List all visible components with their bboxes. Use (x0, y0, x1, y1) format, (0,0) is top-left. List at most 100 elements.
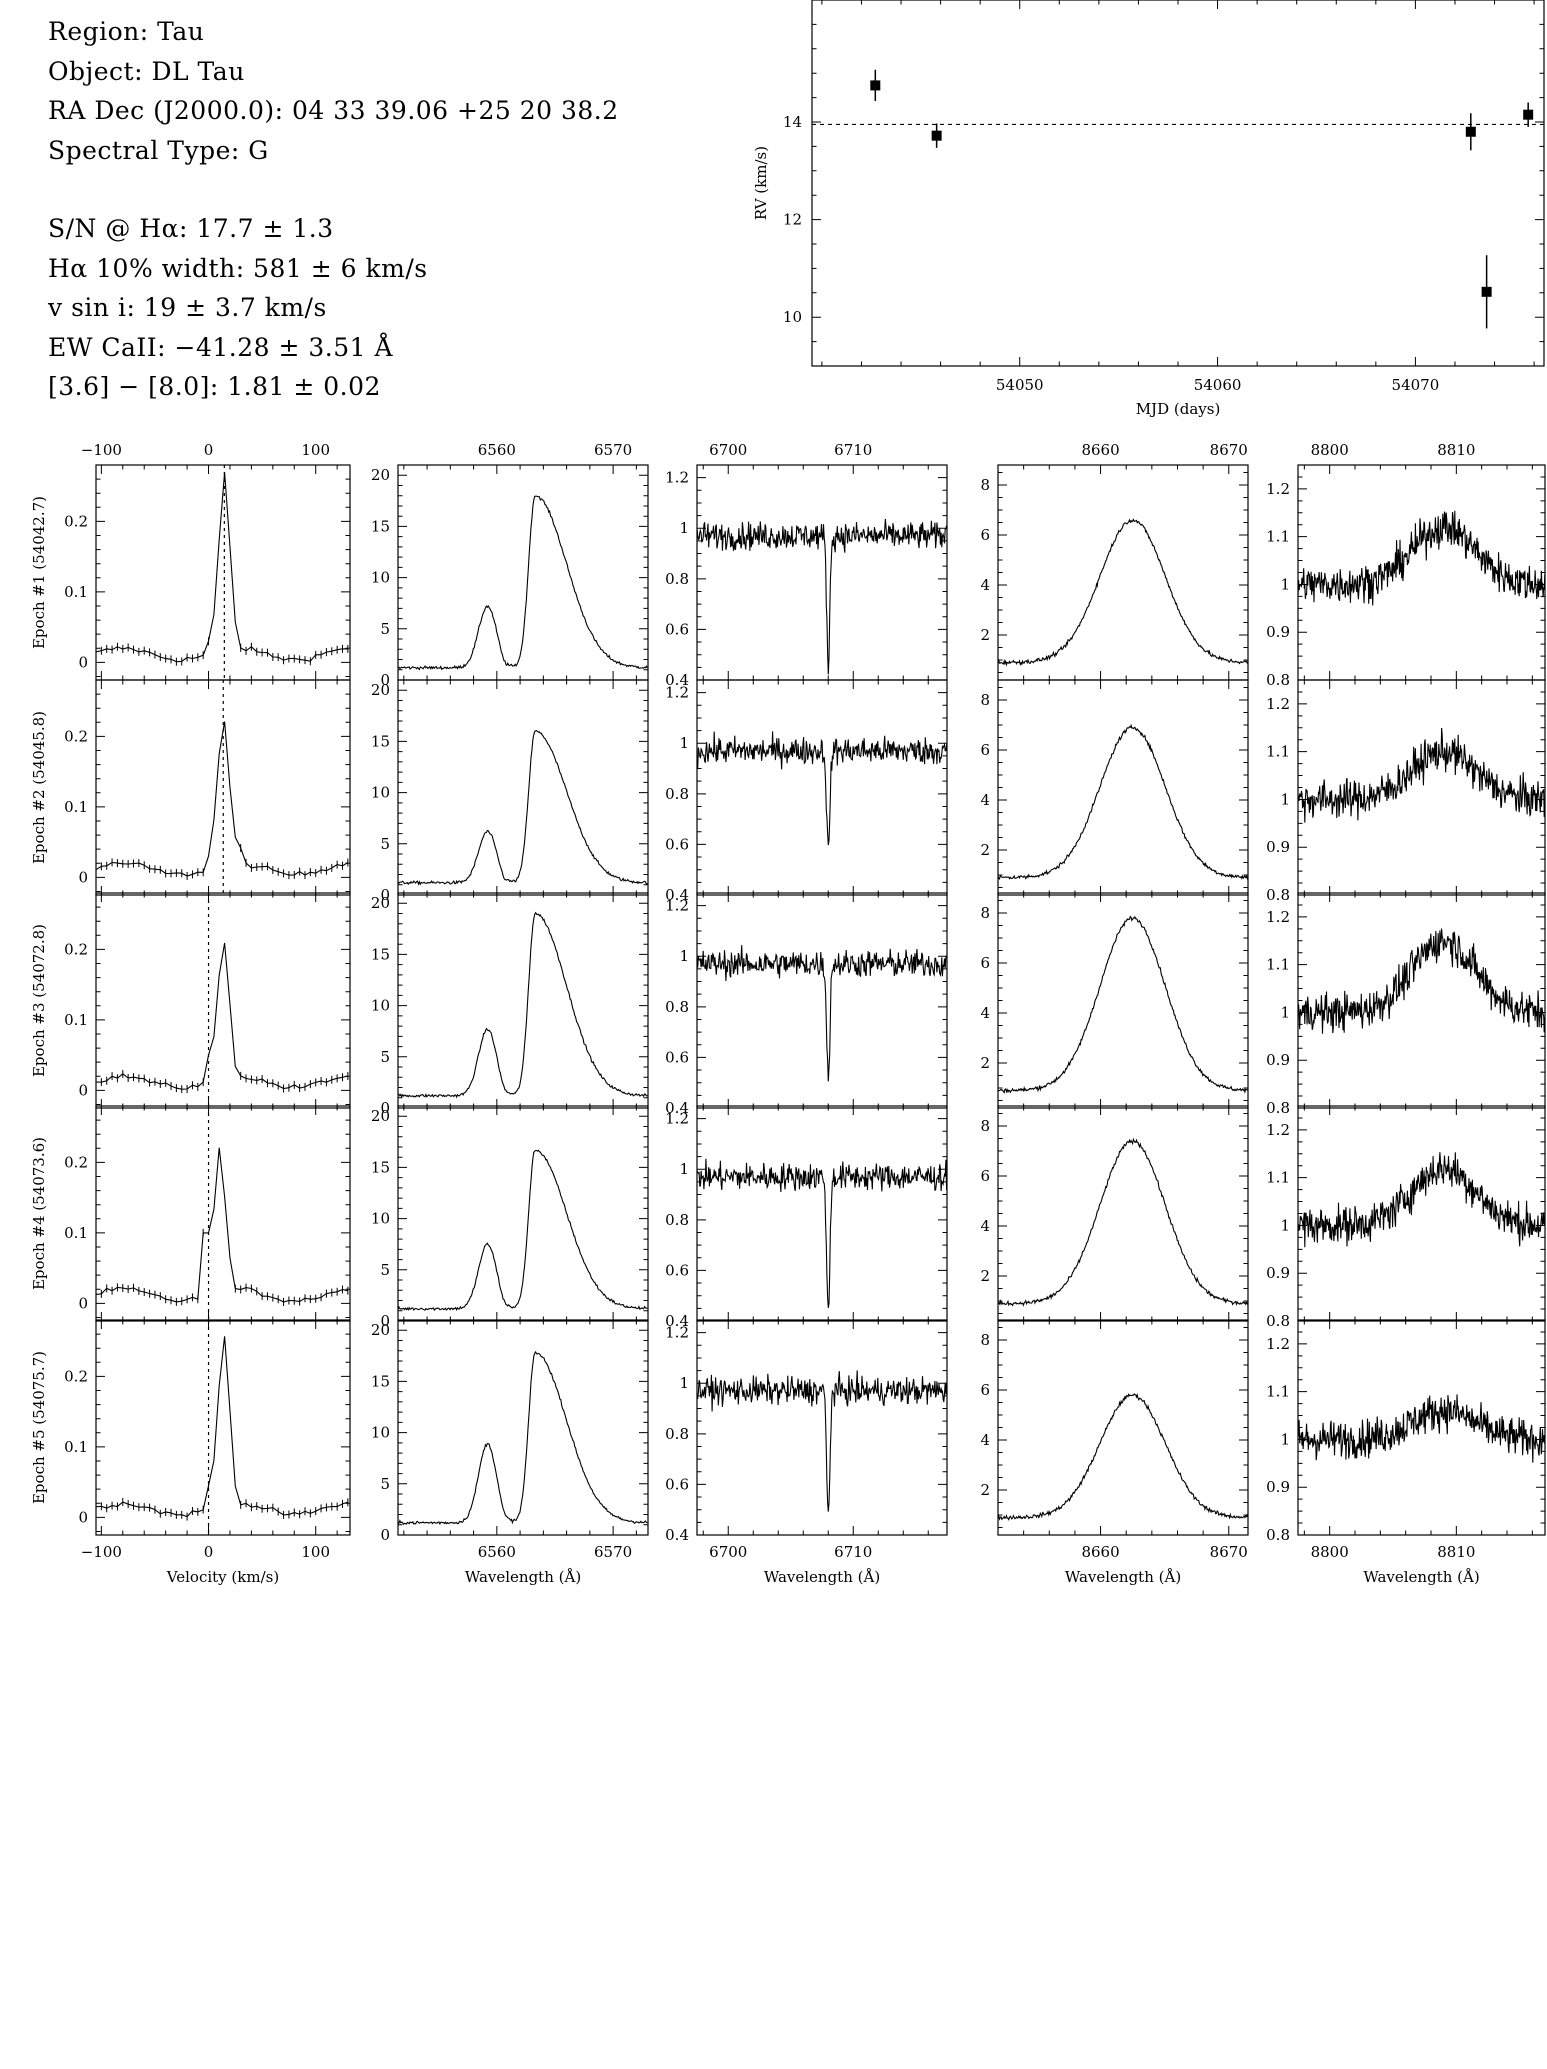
spectrum-y-tick-label: 0.1 (64, 1224, 88, 1242)
spectrum-y-tick-label: 5 (380, 1475, 390, 1493)
rv-point (931, 130, 942, 141)
spectrum-y-tick-label: 5 (380, 1048, 390, 1066)
spectrum-series-c2-r5 (397, 1350, 648, 1526)
ccf-error-ticks (95, 1069, 349, 1094)
spectrum-series-c3-r3 (696, 945, 948, 1082)
spectrum-y-tick-label: 0.1 (64, 798, 88, 816)
spectrum-frame-c4-r1 (997, 464, 1249, 681)
spectrum-y-tick-label: 0.4 (665, 886, 689, 904)
spectrum-y-tick-label: 10 (371, 784, 390, 802)
spectrum-y-tick-label: 1 (1280, 1003, 1290, 1021)
tick-path (398, 464, 648, 681)
spectrum-series-c1-r4 (95, 1147, 349, 1303)
spectrum-top-tick-label: 8810 (1437, 441, 1475, 459)
tick-path (997, 1106, 1248, 1321)
spectrum-y-tick-label: 0.1 (64, 583, 88, 601)
spectrum-series-c2-r2 (397, 729, 648, 886)
spectrum-series-c3-r5 (697, 1370, 948, 1512)
spectrum-top-tick-label: 0 (204, 441, 214, 459)
spectrum-y-tick-label: 0.8 (665, 570, 689, 588)
spectrum-x-tick-label: 0 (204, 1543, 214, 1561)
tick-marks (1298, 1105, 1545, 1321)
spectrum-y-tick-label: 0.8 (665, 998, 689, 1016)
rv-x-tick-label: 54060 (1194, 376, 1242, 394)
spectrum-y-tick-label: 15 (371, 1372, 390, 1390)
spectrum-frame-c4-r5 (997, 1319, 1249, 1536)
spectrum-y-tick-label: 0.2 (64, 1153, 88, 1171)
spectrum-y-tick-label: 0 (380, 886, 390, 904)
spectrum-y-tick-label: 0 (380, 1099, 390, 1117)
tick-path (997, 1320, 1248, 1535)
spectrum-y-tick-label: 4 (980, 1217, 990, 1235)
spectrum-y-tick-label: 1.2 (1266, 908, 1290, 926)
spectrum-x-tick-label: 8810 (1437, 1543, 1475, 1561)
tick-marks (997, 680, 1248, 895)
tick-path (96, 464, 350, 680)
spectrum-y-tick-label: 0.8 (665, 785, 689, 803)
spectrum-x-tick-label: 6700 (709, 1543, 747, 1561)
spectrum-y-tick-label: 15 (371, 945, 390, 963)
spectrum-y-tick-label: 0.9 (1266, 1264, 1290, 1282)
spectrum-series-c5-r1 (1297, 510, 1546, 606)
rv-x-tick-label: 54050 (996, 376, 1044, 394)
tick-marks (1298, 464, 1545, 680)
spectrum-series-c1-r1 (95, 472, 348, 663)
spectrum-y-tick-label: 1.2 (665, 1324, 689, 1342)
tick-marks (697, 892, 947, 1108)
spectrum-x-tick-label: 6560 (478, 1543, 516, 1561)
spectrum-frame-c4-r2 (997, 679, 1249, 896)
spectrum-y-tick-label: 20 (371, 1321, 390, 1339)
spectrum-y-tick-label: 6 (980, 1167, 990, 1185)
tick-path (1298, 464, 1545, 680)
spectrum-frame-c2-r2 (397, 679, 649, 896)
spectrum-y-tick-label: 0.6 (665, 620, 689, 638)
spectral-type-line: Spectral Type: G (48, 135, 269, 165)
spectrum-x-axis-label: Wavelength (Å) (764, 1568, 880, 1586)
spectrum-y-tick-label: 8 (980, 691, 990, 709)
spectrum-x-tick-label: 6710 (834, 1543, 872, 1561)
spectrum-top-tick-label: 6700 (709, 441, 747, 459)
rv-y-axis-label: RV (km/s) (752, 146, 770, 220)
tick-marks (398, 1319, 648, 1536)
tick-path (398, 679, 648, 896)
spectrum-top-tick-label: 6560 (478, 441, 516, 459)
spectrum-y-tick-label: 2 (980, 841, 990, 859)
epoch-label: Epoch #1 (54042.7) (30, 496, 48, 649)
spectrum-series-c2-r1 (397, 495, 648, 671)
spectrum-y-tick-label: 1.2 (1266, 1335, 1290, 1353)
spectrum-y-tick-label: 1.1 (1266, 1169, 1290, 1187)
rv-x-axis-label: MJD (days) (1136, 400, 1221, 418)
spectrum-y-tick-label: 1.1 (1266, 528, 1290, 546)
spectrum-y-tick-label: 0.4 (665, 1526, 689, 1544)
spectrum-series-c4-r2 (997, 723, 1249, 881)
rv-point (1481, 286, 1492, 297)
spectrum-y-tick-label: 0.8 (1266, 1312, 1290, 1330)
sn-line: S/N @ Hα: 17.7 ± 1.3 (48, 214, 334, 243)
tick-path (997, 680, 1248, 895)
spectrum-series-c3-r4 (696, 1158, 948, 1308)
tick-marks (96, 1319, 350, 1535)
spectrum-y-tick-label: 0 (78, 653, 88, 671)
spectrum-y-tick-label: 0 (78, 1294, 88, 1312)
spectrum-y-tick-label: 0 (380, 1312, 390, 1330)
spectrum-top-tick-label: 6570 (594, 441, 632, 459)
rv-point (1465, 126, 1476, 137)
spectrum-top-tick-label: 6710 (834, 441, 872, 459)
vsini-line: v sin i: 19 ± 3.7 km/s (48, 293, 327, 322)
spectrum-top-tick-label: 8670 (1210, 441, 1248, 459)
rv-point (870, 80, 881, 91)
rv-x-tick-label: 54070 (1392, 376, 1440, 394)
spectrum-y-tick-label: 1 (679, 947, 689, 965)
spectrum-y-tick-label: 0.9 (1266, 838, 1290, 856)
info-block: Region: Tau Object: DL Tau RA Dec (J2000… (48, 12, 619, 407)
spectrum-y-tick-label: 1 (679, 734, 689, 752)
rv-axes-frame (811, 0, 1545, 367)
spectrum-y-tick-label: 1.2 (665, 469, 689, 487)
tick-marks (812, 0, 1544, 367)
radec-line: RA Dec (J2000.0): 04 33 39.06 +25 20 38.… (48, 96, 619, 125)
tick-marks (96, 892, 350, 1108)
spectrum-x-axis-label: Wavelength (Å) (465, 1568, 581, 1586)
spectrum-series-c1-r3 (95, 942, 349, 1090)
spectrum-y-tick-label: 0.2 (64, 940, 88, 958)
spectrum-y-tick-label: 0.8 (1266, 1099, 1290, 1117)
